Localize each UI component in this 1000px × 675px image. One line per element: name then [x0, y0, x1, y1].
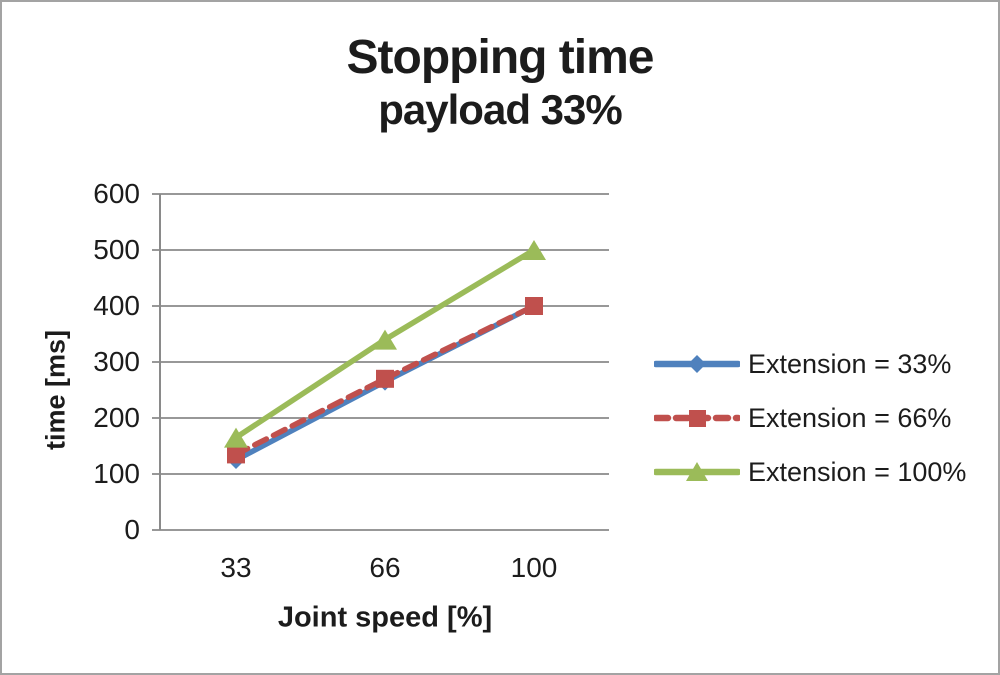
- x-tick-label: 66: [369, 552, 401, 583]
- legend-item: Extension = 66%: [654, 403, 966, 433]
- y-tick-label: 0: [124, 514, 140, 545]
- y-tick-label: 600: [93, 178, 140, 209]
- y-tick-label: 200: [93, 402, 140, 433]
- square-legend-marker-icon: [654, 410, 740, 427]
- x-tick-label: 33: [220, 552, 252, 583]
- legend-label: Extension = 66%: [748, 402, 952, 433]
- legend-item: Extension = 100%: [654, 457, 966, 487]
- chart-subtitle: payload 33%: [378, 86, 622, 133]
- diamond-legend-marker-icon: [654, 355, 740, 373]
- legend-label: Extension = 33%: [748, 348, 952, 379]
- triangle-legend-marker-icon: [654, 462, 740, 481]
- x-axis-title: Joint speed [%]: [277, 601, 493, 634]
- triangle-marker: [522, 240, 546, 260]
- y-tick-label: 100: [93, 458, 140, 489]
- legend: Extension = 33% Extension = 66% Extension …: [654, 349, 966, 511]
- legend-label: Extension = 100%: [748, 456, 967, 487]
- square-marker: [227, 445, 245, 464]
- square-marker: [525, 297, 543, 315]
- x-tick-label: 100: [510, 552, 558, 583]
- y-tick-label: 400: [93, 290, 140, 321]
- legend-item: Extension = 33%: [654, 349, 966, 379]
- y-tick-label: 500: [93, 234, 140, 265]
- chart-title: Stopping time: [346, 31, 655, 84]
- triangle-marker: [224, 427, 248, 448]
- square-marker: [376, 369, 394, 388]
- y-tick-label: 300: [93, 346, 140, 377]
- triangle-marker: [373, 329, 397, 350]
